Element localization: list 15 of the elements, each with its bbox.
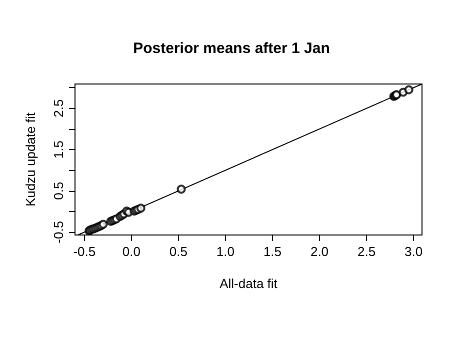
x-tick-label: 2.0	[310, 244, 329, 259]
y-tick-label: 1.5	[51, 140, 66, 159]
y-tick-label: -0.5	[51, 220, 66, 244]
y-tick-label: 2.5	[51, 99, 66, 118]
x-tick-label: 0.5	[169, 244, 188, 259]
x-tick-label: 2.5	[357, 244, 376, 259]
x-axis-title: All-data fit	[220, 276, 278, 291]
y-tick-label: 0.5	[51, 182, 66, 200]
x-tick-label: 1.5	[263, 244, 282, 259]
y-axis-title: Kudzu update fit	[23, 112, 38, 206]
chart-title: Posterior means after 1 Jan	[133, 40, 330, 57]
x-tick-label: 3.0	[404, 244, 423, 259]
x-tick-label: -0.5	[73, 244, 96, 259]
x-tick-label: 0.0	[122, 244, 140, 259]
x-tick-label: 1.0	[216, 244, 234, 259]
